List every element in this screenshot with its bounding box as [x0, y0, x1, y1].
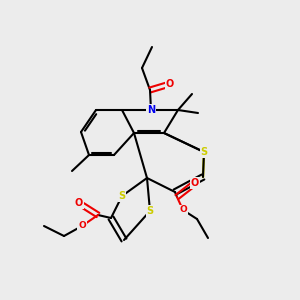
Text: O: O — [191, 178, 199, 188]
Text: O: O — [75, 198, 83, 208]
Text: O: O — [179, 206, 187, 214]
Text: O: O — [78, 221, 86, 230]
Text: O: O — [166, 79, 174, 89]
Text: S: S — [200, 147, 208, 157]
Text: S: S — [118, 191, 126, 201]
Text: N: N — [147, 105, 155, 115]
Text: S: S — [146, 206, 154, 216]
